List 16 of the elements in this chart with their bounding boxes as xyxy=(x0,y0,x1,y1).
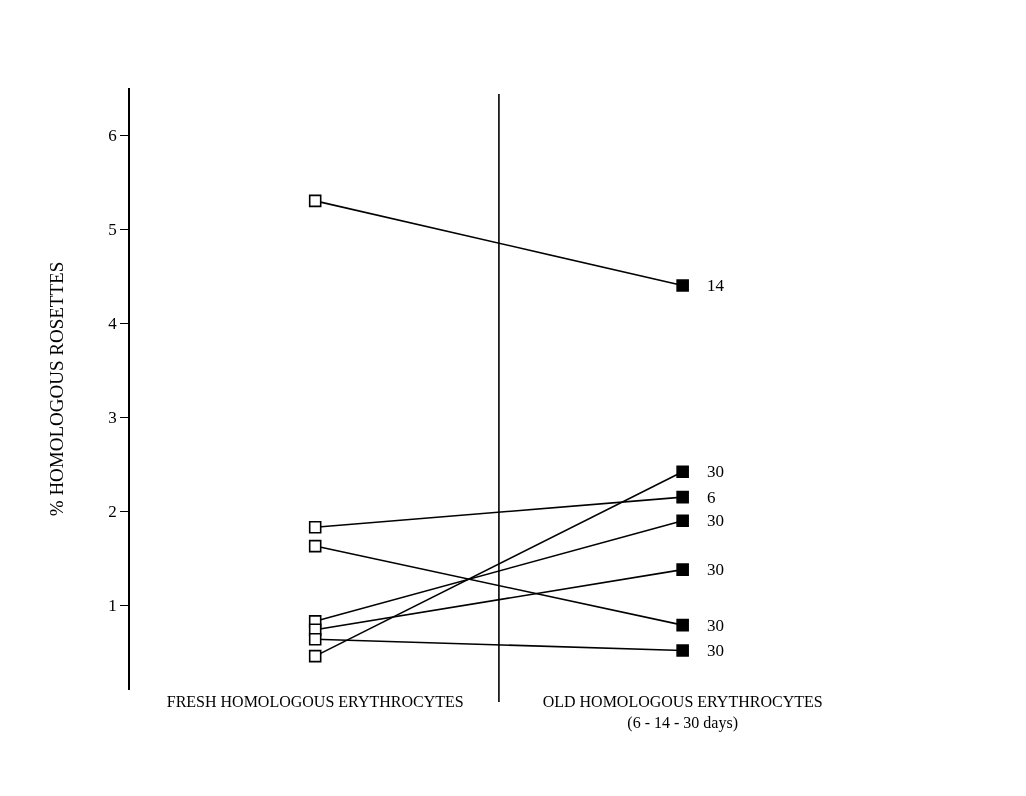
annotation: 14 xyxy=(707,276,725,295)
annotation: 30 xyxy=(707,641,724,660)
y-tick-label: 2 xyxy=(108,502,117,522)
annotation: 30 xyxy=(707,462,724,481)
annotation: 30 xyxy=(707,560,724,579)
annotation: 30 xyxy=(707,511,724,530)
x-tick-label: OLD HOMOLOGOUS ERYTHROCYTES (6 - 14 - 30 days) xyxy=(542,693,823,732)
y-tick-label: 3 xyxy=(108,408,117,428)
x-tick-label: FRESH HOMOLOGOUS ERYTHROCYTES xyxy=(166,693,464,710)
y-tick-label: 1 xyxy=(108,596,117,616)
y-axis-title: % HOMOLOGOUS ROSETTES xyxy=(45,261,67,517)
y-tick-label: 6 xyxy=(108,125,117,145)
y-tick-label: 4 xyxy=(108,314,118,334)
annotation: 6 xyxy=(707,488,716,507)
annotation: 30 xyxy=(707,616,724,635)
y-tick-label: 5 xyxy=(108,220,117,240)
